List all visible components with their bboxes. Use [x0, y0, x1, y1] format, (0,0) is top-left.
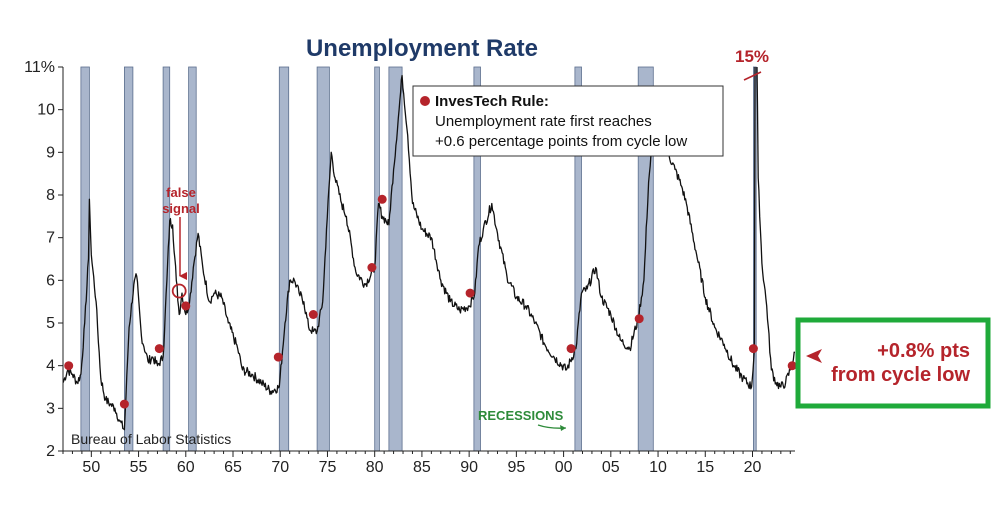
signal-point [566, 344, 576, 354]
chart-title: Unemployment Rate [306, 35, 538, 62]
signal-points [64, 194, 797, 409]
recessions-label: RECESSIONS [478, 408, 564, 423]
recession-band [388, 66, 403, 452]
legend: InvesTech Rule: Unemployment rate first … [412, 85, 724, 157]
signal-point [119, 399, 129, 409]
y-tick-label: 8 [46, 187, 55, 204]
x-tick-label: 20 [744, 459, 762, 476]
peak-break-mark [743, 71, 762, 81]
callout-box [795, 317, 991, 409]
y-tick-label: 2 [46, 443, 55, 460]
legend-box [412, 85, 724, 157]
x-tick-label: 70 [271, 459, 289, 476]
y-tick-label: 5 [46, 315, 55, 332]
signal-point [308, 310, 318, 319]
x-axis: 50 55 60 65 70 75 80 85 90 95 00 05 10 15 20 [62, 450, 795, 476]
x-tick-label: 05 [602, 459, 620, 476]
source-label: Bureau of Labor Statistics [71, 431, 231, 447]
signal-point [634, 314, 644, 324]
legend-line2: +0.6 percentage points from cycle low [435, 133, 687, 150]
callout-line1: +0.8% pts [877, 340, 970, 362]
y-tick-label: 4 [46, 358, 55, 375]
peak-label: 15% [735, 47, 769, 66]
false-signal-label-line1: false [166, 185, 196, 200]
legend-title: InvesTech Rule: [435, 93, 549, 110]
y-tick-label: 9 [46, 144, 55, 161]
recession-band [278, 66, 290, 452]
recession-band [162, 66, 171, 452]
y-tick-label: 11% [24, 59, 55, 76]
x-tick-label: 65 [224, 459, 242, 476]
x-tick-label: 95 [507, 459, 525, 476]
y-tick-label: 7 [46, 230, 55, 247]
signal-point [377, 194, 387, 204]
signal-point [273, 352, 283, 362]
recession-band [316, 66, 330, 452]
x-tick-label: 15 [696, 459, 714, 476]
x-tick-label: 50 [82, 459, 100, 476]
signal-point [787, 361, 797, 371]
signal-point [181, 301, 191, 311]
y-axis: 2 3 4 5 6 7 8 9 10 11% [24, 59, 64, 460]
y-tick-label: 6 [46, 272, 55, 289]
callout-line2: from cycle low [831, 364, 970, 386]
x-tick-label: 55 [130, 459, 148, 476]
x-tick-label: 10 [649, 459, 667, 476]
signal-point [64, 361, 74, 371]
y-tick-label: 10 [37, 102, 55, 119]
x-tick-label: 00 [555, 459, 573, 476]
y-tick-label: 3 [46, 400, 55, 417]
signal-point [367, 263, 377, 272]
x-tick-label: 75 [319, 459, 337, 476]
cycle-low-callout: +0.8% pts from cycle low [795, 317, 991, 409]
x-tick-label: 85 [413, 459, 431, 476]
x-tick-label: 80 [366, 459, 384, 476]
false-signal-label-line2: signal [162, 201, 200, 216]
signal-point [465, 288, 475, 298]
x-tick-label: 60 [177, 459, 195, 476]
recessions-arrowhead [560, 425, 566, 431]
legend-dot-icon [420, 96, 430, 106]
callout-arrow-icon [806, 349, 822, 363]
legend-line1: Unemployment rate first reaches [435, 113, 652, 130]
signal-point [748, 344, 758, 354]
signal-point [154, 344, 164, 354]
x-tick-label: 90 [460, 459, 478, 476]
false-signal-marker [171, 283, 187, 299]
